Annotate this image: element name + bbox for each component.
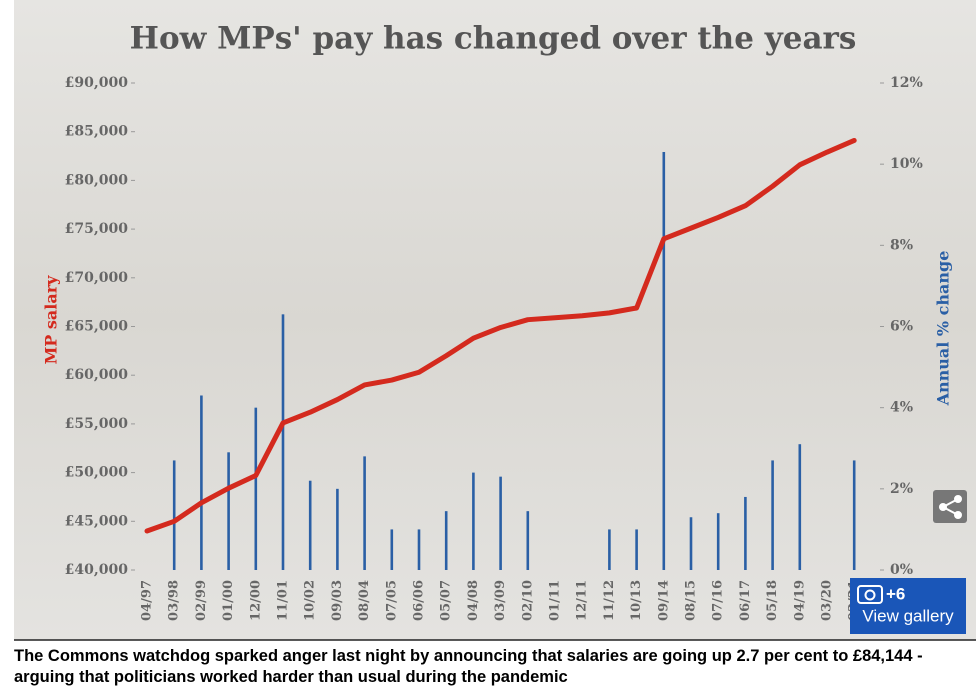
salary-line xyxy=(144,137,857,534)
bar xyxy=(608,529,611,570)
chart-title: How MPs' pay has changed over the years xyxy=(130,21,857,57)
bar xyxy=(526,511,530,570)
bar xyxy=(744,496,747,570)
x-tick-label: 04/97 xyxy=(140,580,155,621)
camera-lens xyxy=(864,589,876,601)
y2-tick-label: 2% xyxy=(890,481,913,497)
bar xyxy=(852,460,856,570)
camera-icon xyxy=(857,585,883,604)
x-tick-label: 03/20 xyxy=(820,580,835,621)
background xyxy=(14,0,976,640)
y-tick-label: £75,000 xyxy=(65,221,129,237)
y-tick-label: £40,000 xyxy=(65,562,129,578)
y-tick-label: £45,000 xyxy=(65,513,129,529)
y2-tick-label: 6% xyxy=(890,319,913,335)
x-tick-label: 11/01 xyxy=(276,580,291,621)
bar xyxy=(662,151,666,570)
chart: How MPs' pay has changed over the years … xyxy=(14,0,976,641)
x-tick-label: 04/08 xyxy=(466,580,481,621)
bar xyxy=(363,456,366,570)
x-tick-label: 01/00 xyxy=(221,580,236,621)
x-tick-label: 07/05 xyxy=(384,580,399,621)
bar xyxy=(254,407,258,570)
x-tick-label: 09/03 xyxy=(330,580,345,621)
bar xyxy=(336,488,339,570)
x-tick-label: 01/11 xyxy=(548,580,563,621)
y2-axis-title: Annual % change xyxy=(934,251,953,407)
y-tick-label: £90,000 xyxy=(65,75,129,91)
x-tick-label: 08/04 xyxy=(357,580,372,621)
x-tick-label: 10/13 xyxy=(629,580,644,621)
caption: The Commons watchdog sparked anger last … xyxy=(14,647,923,686)
y-tick-label: £85,000 xyxy=(65,124,129,140)
bar xyxy=(390,529,394,570)
gallery-button[interactable] xyxy=(850,578,966,634)
y-tick-label: £55,000 xyxy=(65,416,129,432)
share-icon xyxy=(939,495,962,519)
plot: £40,000 £45,000 £50,000 £55,000 £60,000 £65,0… xyxy=(65,75,923,621)
y2-tick-label: 10% xyxy=(890,156,923,172)
y-tick-label: £65,000 xyxy=(65,319,129,335)
y-axis-title: MP salary xyxy=(42,275,61,365)
y-tick-label: £80,000 xyxy=(65,172,129,188)
bar xyxy=(771,460,774,570)
y-tick-label: £60,000 xyxy=(65,367,129,383)
x-tick-label: 05/07 xyxy=(439,580,454,621)
bar xyxy=(499,476,502,570)
x-tick-label: 05/18 xyxy=(765,580,780,621)
bar xyxy=(172,460,176,570)
x-tick-label: 12/00 xyxy=(248,580,263,621)
x-tick-label: 06/06 xyxy=(412,580,427,621)
y2-tick-label: 4% xyxy=(890,400,913,416)
y-tick-label: £50,000 xyxy=(65,465,129,481)
x-tick-label: 10/02 xyxy=(303,580,318,621)
gallery-label: View gallery xyxy=(862,606,954,625)
x-tick-label: 09/14 xyxy=(656,580,671,621)
bar xyxy=(308,480,312,570)
x-tick-label: 08/15 xyxy=(684,580,699,621)
y-tick-label: £70,000 xyxy=(65,270,129,286)
x-tick-label: 12/11 xyxy=(575,580,590,621)
bar xyxy=(716,513,720,570)
bar xyxy=(472,472,475,570)
x-tick-label: 03/98 xyxy=(167,580,182,621)
bar xyxy=(281,314,285,570)
gallery-count: +6 xyxy=(886,584,905,603)
bar xyxy=(798,444,802,570)
x-tick-label: 07/16 xyxy=(711,580,726,621)
bar xyxy=(444,511,448,570)
x-tick-label: 02/99 xyxy=(194,580,209,621)
share-button[interactable] xyxy=(933,490,967,523)
bar xyxy=(417,529,421,570)
bar xyxy=(200,395,203,570)
x-tick-label: 06/17 xyxy=(738,580,753,621)
x-tick-label: 03/09 xyxy=(493,580,508,621)
y2-tick-label: 0% xyxy=(890,562,913,578)
bar xyxy=(227,452,230,570)
x-tick-label: 11/12 xyxy=(602,580,617,621)
bar xyxy=(689,517,693,570)
x-tick-label: 04/19 xyxy=(792,580,807,621)
bar xyxy=(635,529,638,570)
y2-tick-label: 12% xyxy=(890,75,923,91)
y2-tick-label: 8% xyxy=(890,237,913,253)
x-tick-label: 02/10 xyxy=(520,580,535,621)
